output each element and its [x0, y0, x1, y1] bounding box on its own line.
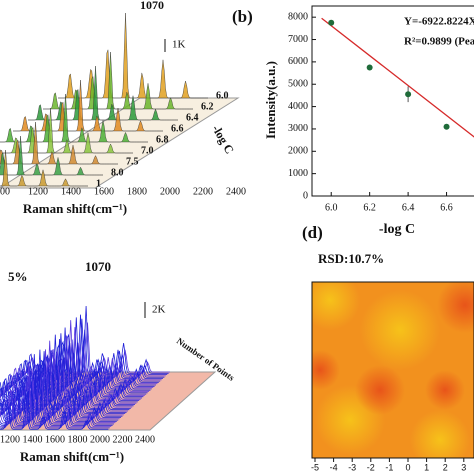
x-tick-label: 1600: [94, 186, 114, 197]
peak-label: 1070: [85, 259, 111, 274]
x-tick-label: 2400: [135, 434, 155, 445]
plot: [321, 17, 474, 138]
spectrum: [58, 12, 208, 99]
x-tick-label: -3: [348, 462, 356, 472]
spectrum: [0, 121, 118, 165]
x-axis-label: -log C: [379, 222, 415, 237]
y-tick-label: 8000: [288, 11, 308, 22]
point: [366, 64, 373, 71]
point: [328, 19, 335, 26]
x-tick-label: 0: [405, 462, 410, 472]
x-tick-label: 00: [0, 186, 10, 197]
depth-label: 8.0: [111, 167, 124, 178]
spectrum: [0, 365, 113, 426]
annotation: Y=-6922.8224X: [404, 16, 474, 28]
spectrum: [43, 51, 193, 110]
x-tick-label: 6.4: [402, 202, 415, 213]
depth-label: 6.4: [186, 112, 199, 123]
panel-label: (b): [232, 7, 253, 26]
x-tick-label: 3: [461, 462, 466, 472]
spectrum: [0, 149, 88, 187]
y-tick-label: 7000: [288, 34, 308, 45]
x-tick-label: 6.0: [325, 202, 338, 213]
peak-label: 1070: [140, 0, 164, 12]
x-tick-label: 6.2: [363, 202, 376, 213]
spectrum: [0, 107, 133, 154]
depth-label: 6.8: [156, 134, 169, 145]
x-tick-label: -4: [330, 462, 338, 472]
plot-frame: [311, 5, 474, 197]
scale-label: 1K: [172, 39, 186, 51]
x-tick-label: 1200: [28, 186, 48, 197]
spectrum: [0, 389, 109, 430]
spectrum: [0, 391, 110, 429]
y-tick-label: 6000: [288, 56, 308, 67]
depth-label: 6.6: [171, 123, 184, 134]
x-tick-label: 2400: [226, 186, 246, 197]
x-tick-label: -2: [367, 462, 375, 472]
y-tick-label: 4000: [288, 101, 308, 112]
x-tick-label: 1200: [0, 434, 20, 445]
heatmap: [312, 282, 474, 458]
x-tick-label: 2: [443, 462, 448, 472]
x-tick-label: 1800: [68, 434, 88, 445]
x-tick-label: 2000: [90, 434, 110, 445]
x-tick-label: 1400: [61, 186, 81, 197]
spectrum: [0, 390, 114, 425]
rsd-label: RSD:10.7%: [318, 251, 384, 266]
spectrum: [0, 93, 148, 143]
panel-label: (d): [302, 223, 323, 242]
depth-label: 1: [96, 178, 101, 189]
spectrum: [28, 65, 178, 121]
y-tick-label: 0: [303, 190, 308, 201]
x-tick-label: 1600: [45, 434, 65, 445]
point: [405, 91, 412, 98]
depth-label: 7.5: [126, 156, 139, 167]
x-tick-label: 1800: [127, 186, 147, 197]
annotation: R²=0.9899 (Pea: [404, 36, 474, 48]
percent-label: 5%: [8, 269, 28, 284]
x-tick-label: 2200: [113, 434, 133, 445]
x-axis-label: Raman shift(cm⁻¹): [20, 449, 124, 464]
spectrum: [13, 79, 163, 132]
x-tick-label: 6.6: [440, 202, 453, 213]
x-tick-label: -5: [311, 462, 319, 472]
depth-label: 6.2: [201, 101, 214, 112]
x-axis-label: Raman shift(cm⁻¹): [23, 201, 127, 216]
fit-line: [321, 17, 474, 138]
scale-label: 2K: [152, 304, 166, 316]
x-tick-label: 1400: [23, 434, 43, 445]
spectrum: [0, 135, 103, 176]
x-tick-label: -1: [385, 462, 393, 472]
y-axis-label: Intensity(a.u.): [263, 61, 278, 139]
y-tick-label: 3000: [288, 123, 308, 134]
x-tick-label: 2000: [160, 186, 180, 197]
depth-label: 6.0: [216, 90, 229, 101]
point: [443, 123, 450, 130]
depth-axis-label: -log C: [209, 122, 237, 156]
y-tick-label: 2000: [288, 146, 308, 157]
y-tick-label: 1000: [288, 168, 308, 179]
y-tick-label: 5000: [288, 79, 308, 90]
x-tick-label: 2200: [193, 186, 213, 197]
x-tick-label: 1: [424, 462, 429, 472]
depth-label: 7.0: [141, 145, 154, 156]
